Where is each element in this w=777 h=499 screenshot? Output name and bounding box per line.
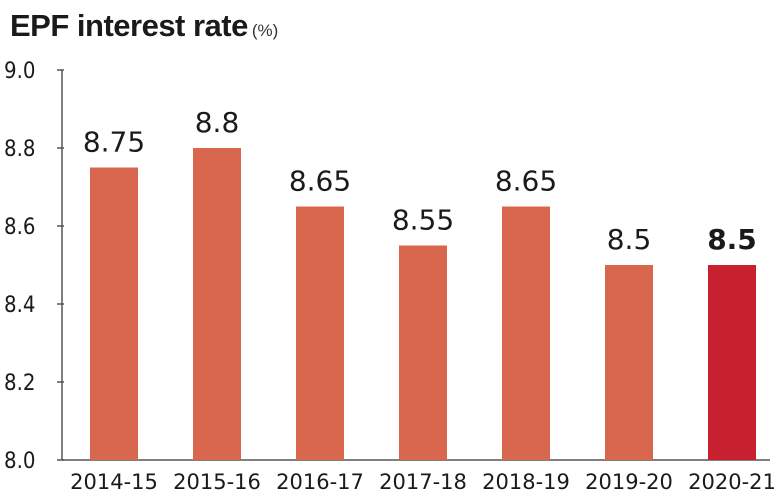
category-label-2014-15: 2014-15 (70, 470, 158, 494)
y-tick-label: 8.0 (4, 449, 35, 474)
data-label-2016-17: 8.65 (289, 165, 351, 198)
data-label-2015-16: 8.8 (195, 106, 240, 139)
bar-2018-19 (502, 206, 550, 460)
category-label-2015-16: 2015-16 (173, 470, 261, 494)
bar-2017-18 (399, 245, 447, 460)
bar-2015-16 (193, 148, 241, 460)
y-tick-label: 8.4 (4, 293, 35, 318)
chart-unit-label: (%) (251, 21, 279, 40)
bar-2014-15 (90, 167, 138, 460)
bar-2020-21 (708, 265, 756, 460)
y-tick-label: 8.6 (4, 215, 35, 240)
data-label-2018-19: 8.65 (495, 165, 557, 198)
y-tick-label: 8.8 (4, 137, 35, 162)
data-label-2014-15: 8.75 (83, 126, 145, 159)
bar-2016-17 (296, 206, 344, 460)
category-label-2016-17: 2016-17 (276, 470, 364, 494)
y-tick-label: 9.0 (4, 59, 35, 84)
category-label-2020-21: 2020-21 (688, 470, 776, 494)
bar-2019-20 (605, 265, 653, 460)
data-label-2019-20: 8.5 (607, 223, 652, 256)
chart-title: EPF interest rate (%) (10, 8, 278, 44)
data-label-2017-18: 8.55 (392, 204, 454, 237)
category-label-2017-18: 2017-18 (379, 470, 467, 494)
y-tick-label: 8.2 (4, 371, 35, 396)
category-label-2018-19: 2018-19 (482, 470, 570, 494)
chart-title-text: EPF interest rate (10, 8, 248, 43)
data-label-2020-21: 8.5 (707, 223, 757, 256)
category-label-2019-20: 2019-20 (585, 470, 673, 494)
